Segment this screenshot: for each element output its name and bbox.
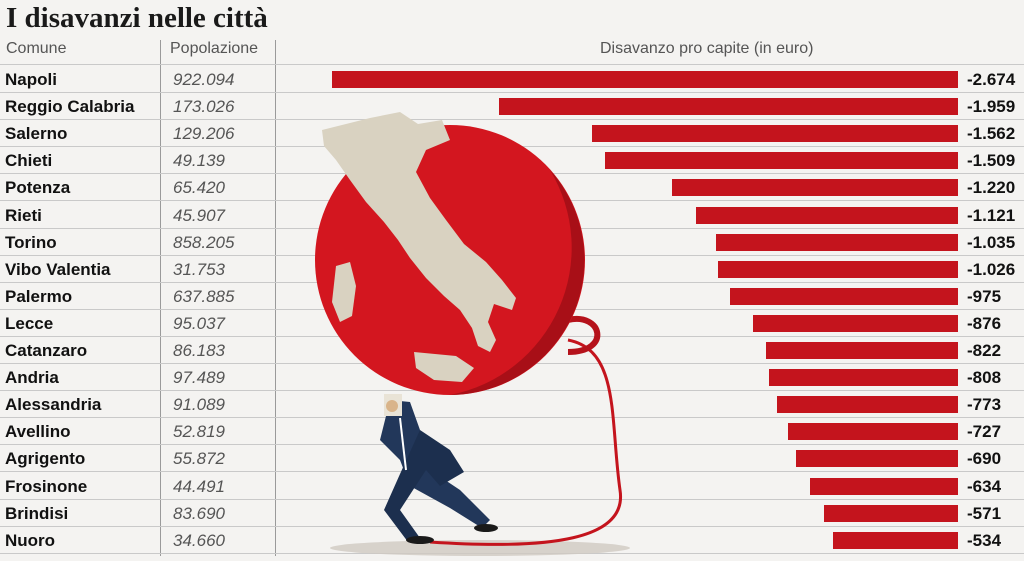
bar [752,314,958,332]
bar [832,531,958,549]
bar-value-label: -1.035 [967,232,1016,252]
table-row: Frosinone 44.491 -634 [0,473,1024,500]
population-value: 49.139 [173,151,225,171]
column-header-comune: Comune [6,40,67,57]
population-value: 173.026 [173,97,235,117]
bar-value-label: -571 [967,503,1002,523]
bar-value-label: -2.674 [967,70,1016,89]
city-label: Napoli [5,70,57,89]
table-row: Vibo Valentia 31.753 -1.026 [0,256,1024,283]
city-label: Chieti [5,151,53,171]
bar-value-label: -975 [967,286,1002,306]
population-value: 91.089 [173,395,225,415]
bar [604,152,958,170]
population-value: 34.660 [173,530,225,550]
population-value: 45.907 [173,205,225,225]
table-row: Andria 97.489 -808 [0,364,1024,392]
table-row: Napoli 922.094 -2.674 [0,66,1024,93]
bar-value-label: -1.562 [967,124,1016,144]
city-label: Andria [5,368,59,388]
city-label: Catanzaro [5,341,88,360]
city-label: Frosinone [5,476,88,496]
city-label: Palermo [5,286,73,306]
city-label: Reggio Calabria [5,97,135,117]
table-row: Alessandria 91.089 -773 [0,391,1024,419]
city-label: Torino [5,232,57,252]
table-row: Brindisi 83.690 -571 [0,500,1024,527]
population-value: 52.819 [173,422,225,442]
city-label: Potenza [5,178,71,198]
bar [824,504,958,522]
city-label: Salerno [5,124,68,144]
table-row: Reggio Calabria 173.026 -1.959 [0,93,1024,121]
population-value: 129.206 [173,124,235,144]
italy-ball-illustration [315,112,630,556]
bar [672,179,958,197]
population-value: 65.420 [173,178,225,198]
bar-value-label: -634 [967,476,1002,496]
city-label: Brindisi [5,503,69,523]
bar-value-label: -690 [967,449,1002,469]
population-value: 83.690 [173,503,225,523]
bar [499,98,958,116]
city-label: Alessandria [5,395,102,415]
bar-value-label: -876 [967,313,1002,333]
bar-value-label: -1.509 [967,151,1016,171]
population-value: 55.872 [173,449,225,469]
city-label: Avellino [5,422,71,442]
table-row: Agrigento 55.872 -690 [0,445,1024,473]
bar [765,342,958,359]
bar-value-label: -1.220 [967,178,1016,198]
column-divider [160,40,161,556]
column-divider [275,40,276,556]
population-value: 95.037 [173,313,225,333]
city-label: Lecce [5,313,54,333]
header-divider [0,64,1024,65]
bar [796,450,958,468]
population-value: 858.205 [173,232,235,252]
column-header-disavanzo: Disavanzo pro capite (in euro) [600,40,814,57]
bar [592,125,958,143]
bar-value-label: -1.959 [967,97,1016,117]
bar-value-label: -808 [967,368,1002,388]
population-value: 637.885 [173,286,235,306]
bar [809,477,958,495]
city-label: Nuoro [5,530,56,550]
city-label: Vibo Valentia [5,259,111,279]
bar-value-label: -773 [967,395,1002,415]
bar-value-label: -1.026 [967,259,1016,279]
city-label: Rieti [5,205,42,225]
city-label: Agrigento [5,449,86,469]
bar-value-label: -1.121 [967,205,1016,225]
table-row: Avellino 52.819 -727 [0,418,1024,446]
bar [768,369,958,387]
bar-value-label: -534 [967,530,1002,550]
bar-value-label: -822 [967,341,1002,360]
bar [729,287,958,305]
bar [777,396,958,414]
bar [715,233,958,251]
population-value: 97.489 [173,368,225,388]
population-value: 44.491 [173,476,225,496]
page-title: I disavanzi nelle città [6,2,268,34]
bar [717,260,958,278]
bar [787,423,958,441]
column-header-popolazione: Popolazione [170,40,259,57]
bar [695,206,958,224]
population-value: 922.094 [173,70,235,89]
bar [332,71,958,88]
population-value: 86.183 [173,341,225,360]
bar-value-label: -727 [967,422,1002,442]
population-value: 31.753 [173,259,225,279]
